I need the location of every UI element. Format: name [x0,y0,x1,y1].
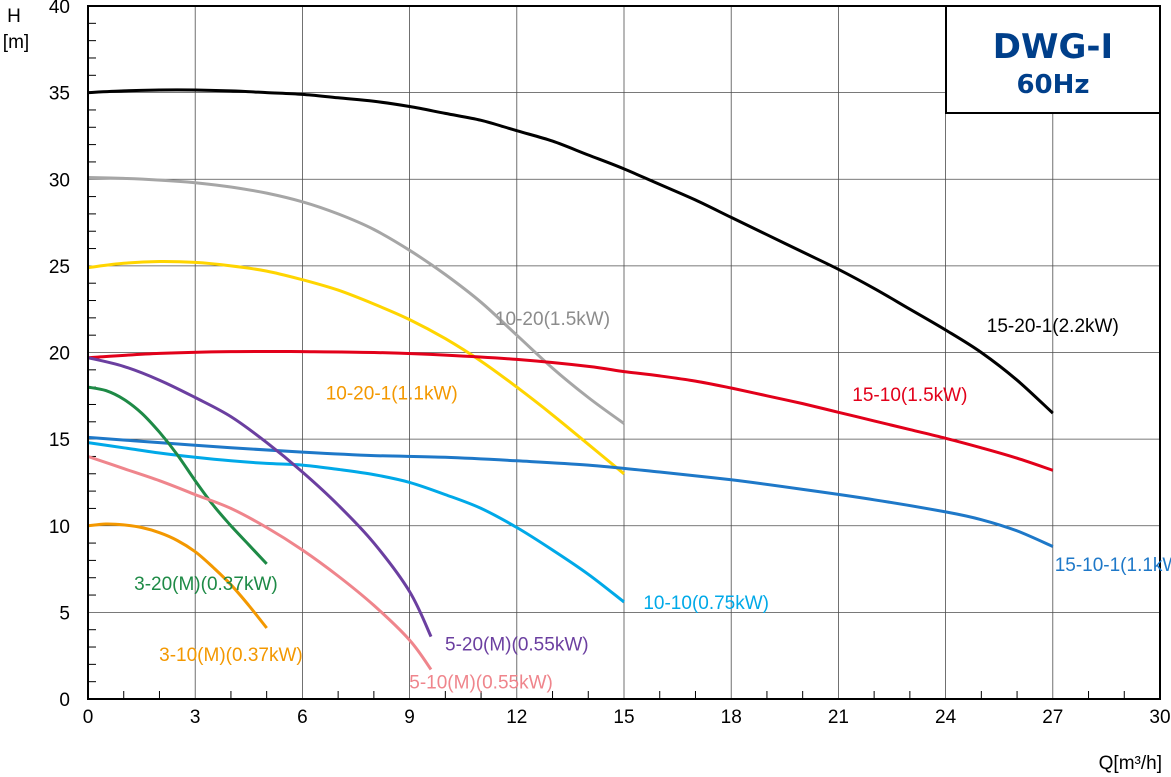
y-tick-label-5: 5 [59,603,70,624]
y-tick-label-10: 10 [49,517,70,538]
series-line-15-10-1-1-1kw [87,435,1054,548]
curve-label-15-10-1-1-1kw: 15-10-1(1.1kW) [1055,555,1171,576]
x-tick-label-21: 21 [828,707,849,728]
x-tick-label-0: 0 [83,707,94,728]
x-tick-label-6: 6 [297,707,308,728]
y-axis-title: H [7,6,21,27]
plot-frame [87,5,1161,700]
x-tick-label-24: 24 [935,707,957,728]
series-group [87,88,1054,671]
curve-label-5-10-m-0-55kw: 5-10(M)(0.55kW) [409,673,553,694]
title-box-frame [945,5,1161,114]
x-tick-label-9: 9 [404,707,415,728]
series-line-5-20-m-0-55kw [87,356,433,638]
series-line-5-10-m-0-55kw [87,455,433,671]
y-tick-label-15: 15 [49,430,70,451]
chart-title: DWG-I [993,27,1113,67]
curve-label-15-20-1-2-2kw: 15-20-1(2.2kW) [987,316,1119,337]
series-line-10-20-1-5kw [87,176,625,425]
x-tick-label-27: 27 [1042,707,1063,728]
y-tick-labels: 0 5 10 15 20 25 30 35 40 [49,0,70,711]
curve-label-3-10-m-0-37kw: 3-10(M)(0.37kW) [159,645,303,666]
x-tick-label-3: 3 [190,707,201,728]
y-tick-label-25: 25 [49,257,70,278]
curve-label-10-10-0-75kw: 10-10(0.75kW) [643,593,769,614]
series-line-15-20-1-2-2kw [87,88,1054,415]
y-tick-label-35: 35 [49,84,70,105]
y-axis-unit: [m] [3,32,29,53]
y-tick-label-20: 20 [49,344,70,365]
curve-label-10-20-1-5kw: 10-20(1.5kW) [495,309,610,330]
chart-subtitle: 60Hz [1016,70,1089,100]
x-tick-label-30: 30 [1149,707,1170,728]
x-axis-title: Q[m³/h] [1099,753,1162,774]
x-tick-label-15: 15 [613,707,634,728]
curve-label-15-10-1-5kw: 15-10(1.5kW) [852,385,967,406]
minor-ticks [88,22,1125,699]
series-line-3-10-m-0-37kw [87,522,268,629]
series-line-15-10-1-5kw [87,349,1054,472]
x-tick-label-18: 18 [721,707,742,728]
x-tick-label-12: 12 [506,707,527,728]
series-line-3-20-m-0-37kw [87,385,268,565]
curve-label-5-20-m-0-55kw: 5-20(M)(0.55kW) [445,635,589,656]
curve-labels: 15-20-1(2.2kW) 10-20(1.5kW) 10-20-1(1.1kW)… [134,309,1171,694]
series-line-10-20-1-1-1kw [87,259,625,475]
curve-label-10-20-1-1-1kw: 10-20-1(1.1kW) [326,383,458,404]
y-tick-label-40: 40 [49,0,70,18]
y-tick-label-30: 30 [49,170,70,191]
x-tick-labels: 0 3 6 9 12 15 18 21 24 27 30 [83,707,1171,728]
y-tick-label-0: 0 [59,690,70,711]
curve-label-3-20-m-0-37kw: 3-20(M)(0.37kW) [134,574,278,595]
title-box: DWG-I 60Hz [945,5,1161,114]
